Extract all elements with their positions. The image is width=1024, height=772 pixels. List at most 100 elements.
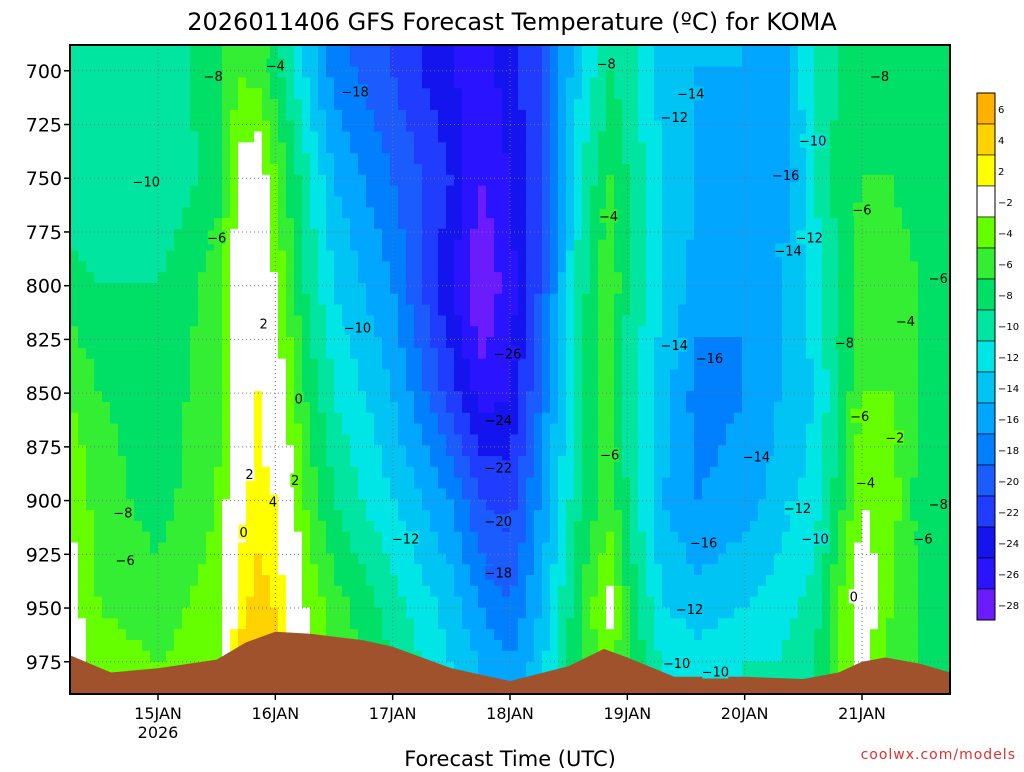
field-cell [78,228,87,241]
field-cell [246,423,255,435]
field-cell [158,218,167,230]
field-cell [470,391,479,403]
field-cell [294,293,303,306]
field-cell [286,185,295,198]
field-cell [622,293,631,306]
field-cell [278,207,287,219]
field-cell [270,228,279,241]
field-cell [454,131,463,143]
field-cell [406,639,415,652]
field-cell [734,142,743,154]
field-cell [502,282,511,295]
field-cell [502,672,511,684]
field-cell [350,553,359,565]
field-cell [270,445,279,457]
field-cell [254,66,263,79]
field-cell [518,337,527,349]
field-cell [134,531,143,544]
field-cell [310,553,319,565]
field-cell [590,434,599,446]
field-cell [198,358,207,371]
field-cell [718,163,727,176]
field-cell [462,510,471,522]
field-cell [166,142,175,154]
field-cell [294,88,303,100]
field-cell [486,282,495,295]
field-cell [638,423,647,435]
field-cell [662,239,671,252]
field-cell [270,520,279,533]
field-cell [70,293,79,306]
field-cell [694,142,703,154]
field-cell [654,564,663,576]
field-cell [622,315,631,327]
field-cell [406,369,415,381]
field-cell [190,185,199,198]
field-cell [94,326,103,338]
field-cell [486,661,495,673]
field-cell [278,488,287,500]
field-cell [478,553,487,565]
field-cell [622,423,631,435]
field-cell [542,315,551,327]
field-cell [630,639,639,652]
field-cell [678,185,687,198]
field-cell [494,618,503,630]
field-cell [134,77,143,89]
field-cell [230,261,239,273]
field-cell [102,337,111,349]
field-cell [278,380,287,392]
field-cell [262,369,271,381]
field-cell [542,163,551,176]
field-cell [294,228,303,241]
field-cell [654,380,663,392]
field-cell [430,109,439,122]
field-cell [582,174,591,187]
field-cell [470,293,479,306]
field-cell [366,456,375,468]
field-cell [494,380,503,392]
field-cell [446,499,455,511]
field-cell [558,261,567,273]
field-cell [78,542,87,554]
field-cell [550,88,559,100]
field-cell [462,66,471,79]
field-cell [638,153,647,165]
field-cell [422,542,431,554]
field-cell [118,131,127,143]
field-cell [582,466,591,479]
field-cell [142,282,151,295]
field-cell [550,520,559,533]
field-cell [646,163,655,176]
field-cell [302,585,311,598]
field-cell [382,553,391,565]
field-cell [430,174,439,187]
field-cell [358,520,367,533]
field-cell [206,520,215,533]
field-cell [422,218,431,230]
field-cell [670,423,679,435]
field-cell [270,326,279,338]
field-cell [102,618,111,630]
field-cell [662,66,671,79]
field-cell [182,228,191,241]
field-cell [94,488,103,500]
field-cell [446,477,455,490]
field-cell [142,445,151,457]
field-cell [270,250,279,262]
field-cell [686,326,695,338]
field-cell [278,391,287,403]
field-cell [462,163,471,176]
field-cell [198,142,207,154]
field-cell [518,369,527,381]
field-cell [262,553,271,565]
field-cell [454,304,463,317]
field-cell [254,55,263,68]
field-cell [134,456,143,468]
field-cell [86,293,95,306]
field-cell [398,163,407,176]
field-cell [294,174,303,187]
field-cell [518,174,527,187]
field-cell [142,109,151,122]
field-cell [662,639,671,652]
